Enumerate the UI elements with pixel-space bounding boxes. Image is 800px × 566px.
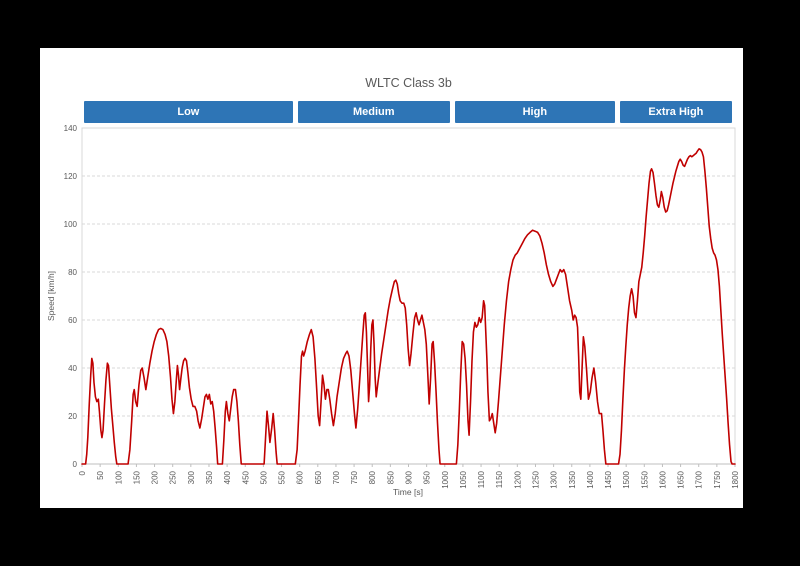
svg-text:0: 0 bbox=[73, 460, 78, 469]
svg-text:60: 60 bbox=[68, 316, 77, 325]
svg-text:1300: 1300 bbox=[550, 470, 559, 488]
svg-text:1500: 1500 bbox=[622, 470, 631, 488]
svg-text:950: 950 bbox=[423, 470, 432, 484]
svg-text:800: 800 bbox=[368, 470, 377, 484]
svg-text:1750: 1750 bbox=[713, 470, 722, 488]
svg-text:300: 300 bbox=[187, 470, 196, 484]
svg-text:1800: 1800 bbox=[731, 470, 740, 488]
svg-text:1150: 1150 bbox=[495, 470, 504, 488]
phase-banner-high: High bbox=[454, 101, 615, 123]
axes bbox=[81, 463, 736, 467]
svg-text:50: 50 bbox=[96, 470, 105, 479]
phase-banner-low: Low bbox=[84, 101, 293, 123]
svg-text:150: 150 bbox=[132, 470, 141, 484]
svg-text:40: 40 bbox=[68, 364, 77, 373]
svg-text:350: 350 bbox=[205, 470, 214, 484]
svg-text:1600: 1600 bbox=[658, 470, 667, 488]
svg-text:1550: 1550 bbox=[640, 470, 649, 488]
svg-text:100: 100 bbox=[114, 470, 123, 484]
svg-text:600: 600 bbox=[296, 470, 305, 484]
phase-banner-extra-high: Extra High bbox=[619, 101, 732, 123]
svg-text:1350: 1350 bbox=[568, 470, 577, 488]
svg-text:1400: 1400 bbox=[586, 470, 595, 488]
svg-text:1450: 1450 bbox=[604, 470, 613, 488]
plot-area-wrapper: 0 50 100 150 200 250 300 350 400 450 500 550 600 650 7… bbox=[40, 123, 743, 508]
y-axis-title: Speed [km/h] bbox=[46, 271, 56, 321]
svg-text:20: 20 bbox=[68, 412, 77, 421]
svg-text:1700: 1700 bbox=[695, 470, 704, 488]
phase-banner-medium: Medium bbox=[297, 101, 450, 123]
svg-text:120: 120 bbox=[64, 172, 78, 181]
phase-banner-row: Low Medium High Extra High bbox=[82, 101, 735, 123]
svg-text:80: 80 bbox=[68, 268, 77, 277]
chart-card: WLTC Class 3b Low Medium High Extra High 0 5… bbox=[40, 48, 743, 508]
x-tick-labels: 0 50 100 150 200 250 300 350 400 450 500 550 600 650 7… bbox=[78, 470, 740, 488]
svg-text:1200: 1200 bbox=[513, 470, 522, 488]
svg-text:200: 200 bbox=[151, 470, 160, 484]
speed-time-chart: 0 50 100 150 200 250 300 350 400 450 500 550 600 650 7… bbox=[46, 124, 740, 497]
svg-text:1250: 1250 bbox=[531, 470, 540, 488]
svg-text:450: 450 bbox=[241, 470, 250, 484]
svg-text:650: 650 bbox=[314, 470, 323, 484]
svg-text:1650: 1650 bbox=[677, 470, 686, 488]
svg-text:0: 0 bbox=[78, 470, 87, 475]
svg-text:250: 250 bbox=[169, 470, 178, 484]
x-axis-title: Time [s] bbox=[393, 487, 423, 497]
svg-text:100: 100 bbox=[64, 220, 78, 229]
svg-text:750: 750 bbox=[350, 470, 359, 484]
svg-text:1100: 1100 bbox=[477, 470, 486, 488]
svg-text:1000: 1000 bbox=[441, 470, 450, 488]
chart-title: WLTC Class 3b bbox=[365, 76, 452, 90]
svg-text:900: 900 bbox=[405, 470, 414, 484]
svg-text:850: 850 bbox=[386, 470, 395, 484]
svg-text:700: 700 bbox=[332, 470, 341, 484]
svg-text:550: 550 bbox=[278, 470, 287, 484]
svg-text:1050: 1050 bbox=[459, 470, 468, 488]
svg-text:400: 400 bbox=[223, 470, 232, 484]
speed-trace-line bbox=[81, 148, 736, 465]
svg-text:500: 500 bbox=[259, 470, 268, 484]
svg-text:140: 140 bbox=[64, 124, 78, 133]
y-tick-labels: 0 20 40 60 80 100 120 140 bbox=[64, 124, 78, 469]
